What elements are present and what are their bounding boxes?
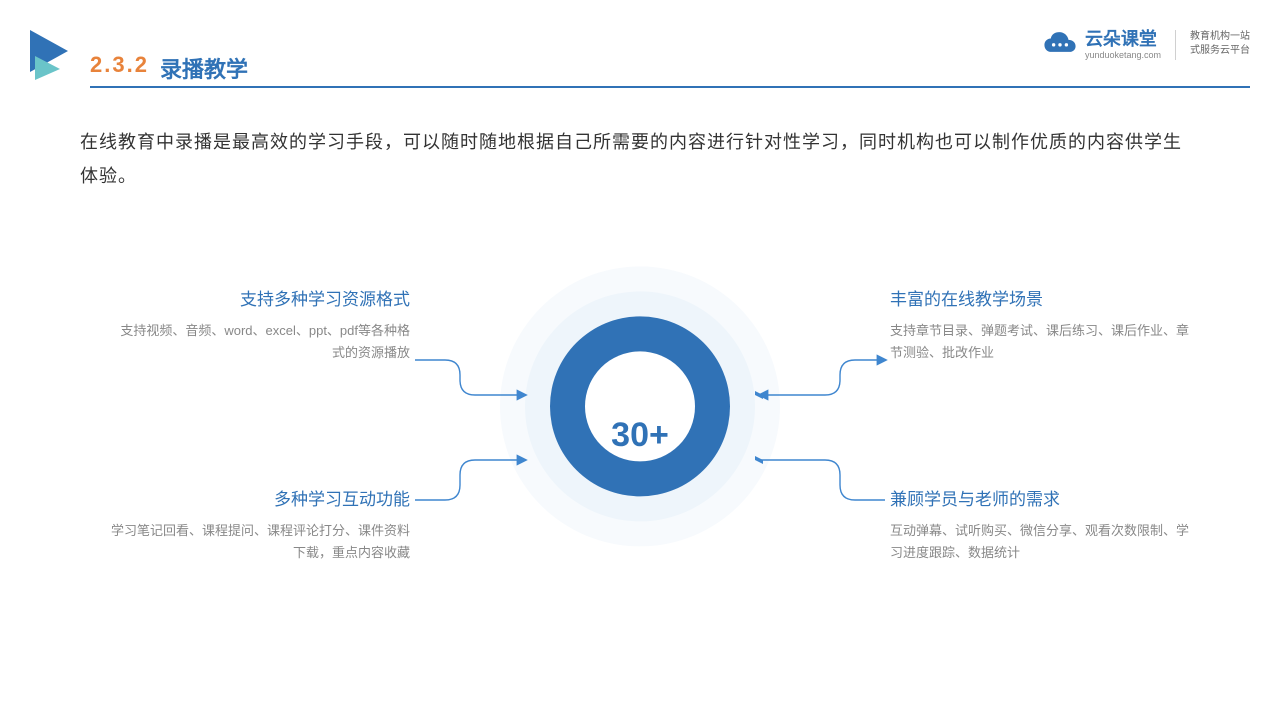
section-number: 2.3.2 bbox=[90, 52, 149, 78]
feature-bottom-left: 多种学习互动功能 学习笔记回看、课程提问、课程评论打分、课件资料下载，重点内容收… bbox=[110, 485, 410, 564]
cloud-icon bbox=[1043, 30, 1077, 54]
intro-paragraph: 在线教育中录播是最高效的学习手段，可以随时随地根据自己所需要的内容进行针对性学习… bbox=[80, 125, 1200, 193]
slide-header: 2.3.2 录播教学 云朵课堂 yunduoketang.com 教育机构一站 … bbox=[30, 30, 1250, 90]
logo-tagline: 教育机构一站 式服务云平台 bbox=[1190, 30, 1250, 58]
logo-divider bbox=[1175, 30, 1176, 60]
feature-desc: 学习笔记回看、课程提问、课程评论打分、课件资料下载，重点内容收藏 bbox=[110, 520, 410, 564]
feature-desc: 互动弹幕、试听购买、微信分享、观看次数限制、学习进度跟踪、数据统计 bbox=[890, 520, 1190, 564]
feature-diagram: 30+ 支持多种学习资源格式 支持视频、音频、word、excel、ppt、pd… bbox=[0, 250, 1280, 630]
section-title: 录播教学 bbox=[160, 52, 248, 84]
header-underline bbox=[90, 86, 1250, 88]
feature-top-right: 丰富的在线教学场景 支持章节目录、弹题考试、课后练习、课后作业、章节测验、批改作… bbox=[890, 285, 1190, 364]
play-icon bbox=[30, 30, 74, 80]
feature-top-left: 支持多种学习资源格式 支持视频、音频、word、excel、ppt、pdf等各种… bbox=[110, 285, 410, 364]
logo-text: 云朵课堂 bbox=[1085, 30, 1161, 48]
feature-title: 丰富的在线教学场景 bbox=[890, 285, 1190, 310]
feature-title: 兼顾学员与老师的需求 bbox=[890, 485, 1190, 510]
logo-subtext: yunduoketang.com bbox=[1085, 50, 1161, 60]
feature-title: 多种学习互动功能 bbox=[110, 485, 410, 510]
feature-desc: 支持章节目录、弹题考试、课后练习、课后作业、章节测验、批改作业 bbox=[890, 320, 1190, 364]
center-disc bbox=[500, 266, 780, 546]
feature-desc: 支持视频、音频、word、excel、ppt、pdf等各种格式的资源播放 bbox=[110, 320, 410, 364]
center-label: 30+ bbox=[611, 416, 669, 455]
feature-title: 支持多种学习资源格式 bbox=[110, 285, 410, 310]
brand-logo: 云朵课堂 yunduoketang.com 教育机构一站 式服务云平台 bbox=[1043, 30, 1250, 60]
feature-bottom-right: 兼顾学员与老师的需求 互动弹幕、试听购买、微信分享、观看次数限制、学习进度跟踪、… bbox=[890, 485, 1190, 564]
